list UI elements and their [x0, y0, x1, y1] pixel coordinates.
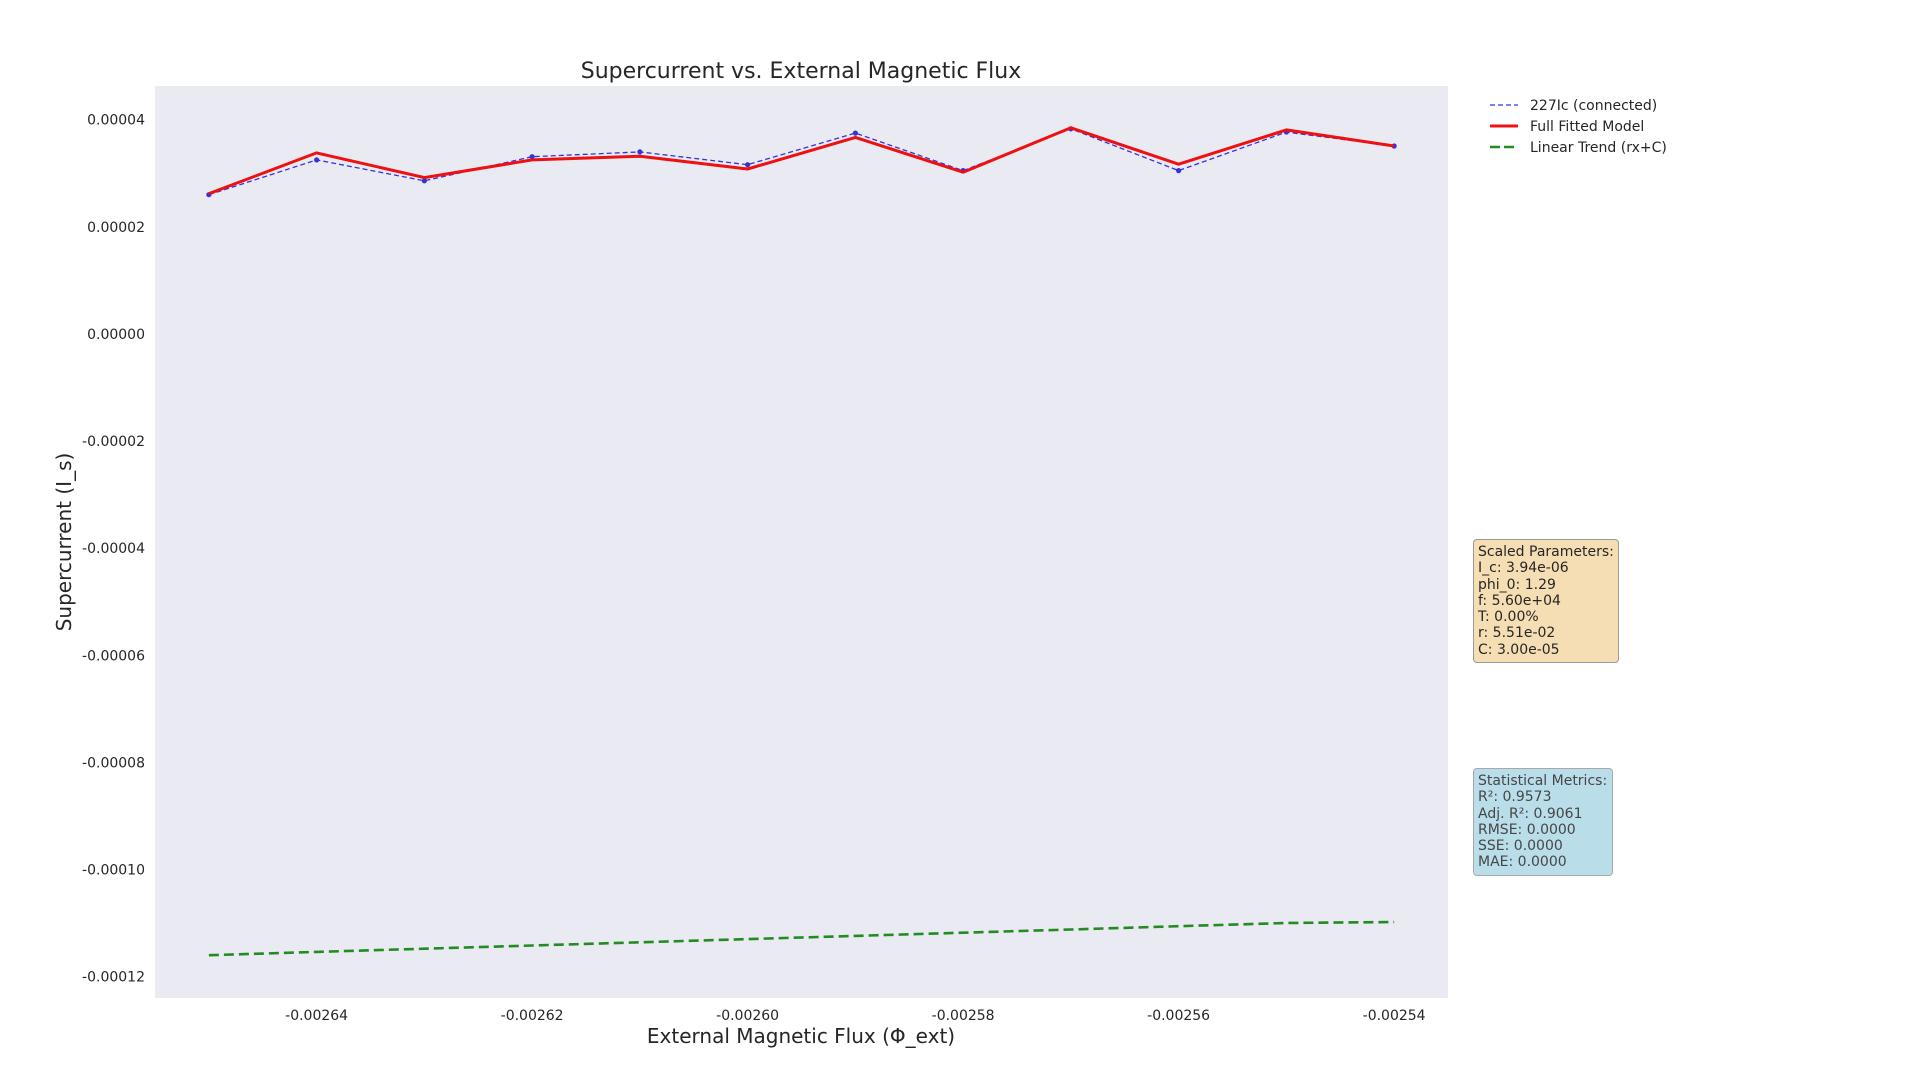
data-point [1176, 168, 1182, 174]
plot-area [155, 86, 1448, 998]
data-point [529, 154, 535, 160]
param-line: C: 3.00e-05 [1478, 641, 1560, 658]
x-tick-label: -0.00260 [716, 1008, 779, 1024]
x-axis-label: External Magnetic Flux (Φ_ext) [647, 1024, 955, 1048]
y-tick-label: -0.00002 [82, 434, 145, 450]
data-point [852, 130, 858, 136]
stat-line: R²: 0.9573 [1478, 789, 1552, 806]
data-point [421, 178, 427, 184]
scaled-parameters-box: Scaled Parameters: I_c: 3.94e-06 phi_0: … [1473, 539, 1619, 664]
x-tick-label: -0.00256 [1147, 1008, 1210, 1024]
statistical-metrics-box: Statistical Metrics: R²: 0.9573 Adj. R²:… [1473, 768, 1613, 876]
legend-label: Linear Trend (rx+C) [1530, 140, 1667, 156]
x-tick-label: -0.00264 [285, 1008, 348, 1024]
param-line: r: 5.51e-02 [1478, 625, 1556, 642]
y-tick-label: -0.00010 [82, 862, 145, 878]
y-tick-label: -0.00008 [82, 755, 145, 771]
stat-line: SSE: 0.0000 [1478, 838, 1563, 855]
legend-label: 227Ic (connected) [1530, 98, 1657, 114]
x-axis-ticks: -0.00264 -0.00262 -0.00260 -0.00258 -0.00256… [285, 1008, 1426, 1024]
linear-trend-rx-c-line [208, 920, 1395, 957]
y-tick-label: 0.00000 [87, 327, 145, 343]
y-tick-label: -0.00012 [82, 970, 145, 986]
data-point [745, 162, 751, 168]
stat-line: RMSE: 0.0000 [1478, 821, 1576, 838]
stats-title: Statistical Metrics: [1478, 773, 1608, 789]
y-tick-label: 0.00002 [87, 220, 145, 236]
stat-line: MAE: 0.0000 [1478, 854, 1567, 871]
legend: 227Ic (connected) Full Fitted Model Linear… [1490, 98, 1667, 156]
series-layer [206, 126, 1397, 957]
data-point [314, 157, 320, 163]
x-tick-label: -0.00258 [932, 1008, 995, 1024]
x-tick-label: -0.00262 [501, 1008, 564, 1024]
chart-title: Supercurrent vs. External Magnetic Flux [581, 59, 1022, 84]
param-line: T: 0.00% [1478, 609, 1539, 626]
data-point [637, 149, 643, 155]
param-line: I_c: 3.94e-06 [1478, 560, 1569, 577]
y-axis-ticks: 0.00004 0.00002 0.00000 -0.00002 -0.00004 -0.… [82, 113, 145, 986]
y-tick-label: -0.00004 [82, 541, 145, 557]
stat-line: Adj. R²: 0.9061 [1478, 805, 1583, 822]
y-tick-label: 0.00004 [87, 113, 145, 129]
x-tick-label: -0.00254 [1363, 1008, 1426, 1024]
param-line: phi_0: 1.29 [1478, 576, 1556, 593]
227ic-connected-line [208, 128, 1395, 196]
y-axis-label: Supercurrent (I_s) [52, 453, 76, 632]
params-title: Scaled Parameters: [1478, 544, 1614, 560]
y-tick-label: -0.00006 [82, 648, 145, 664]
param-line: f: 5.60e+04 [1478, 592, 1561, 609]
legend-label: Full Fitted Model [1530, 119, 1644, 135]
full-fitted-model-line [208, 126, 1395, 196]
